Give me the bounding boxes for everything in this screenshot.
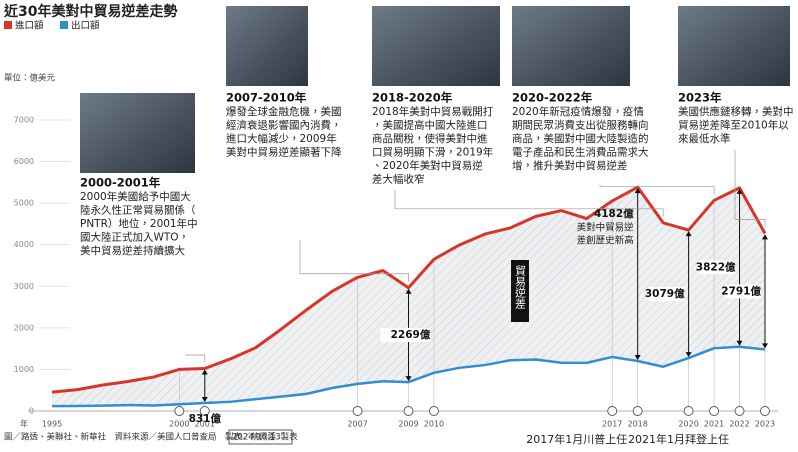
x-tick-label: 2023 bbox=[755, 420, 775, 429]
date-stamp: 2024.10.13製表 bbox=[232, 432, 298, 443]
leader-line bbox=[299, 240, 409, 282]
gap-label-bg bbox=[648, 287, 685, 302]
annotation-line: 電子產品和民生消費品需求大 bbox=[512, 146, 649, 159]
gap-label: 831億 bbox=[189, 412, 222, 425]
x-tick bbox=[709, 406, 720, 416]
series-line bbox=[51, 185, 767, 394]
gap-label: 3079億 bbox=[645, 287, 685, 300]
x-tick bbox=[429, 406, 439, 416]
unit-label: 單位：億美元 bbox=[4, 73, 56, 84]
gap-label: 2269億 bbox=[391, 328, 431, 341]
x-tick bbox=[199, 406, 210, 416]
annotation-line: 進口大幅減少，2009年 bbox=[226, 132, 337, 145]
x-tick bbox=[403, 406, 414, 416]
photo bbox=[226, 6, 308, 86]
gap-label-bg bbox=[699, 260, 736, 275]
x-tick-label: 2020 bbox=[678, 420, 698, 429]
annotation-line: 來最低水準 bbox=[678, 132, 731, 145]
gap-label-bg bbox=[725, 284, 761, 299]
annotation-line: 美國供應鏈移轉，美對中 bbox=[678, 105, 794, 118]
x-tick-label: 2001 bbox=[195, 420, 215, 429]
annotation-line: 2020年新冠疫情爆發，疫情 bbox=[512, 105, 644, 118]
annotation-line: 美對中貿易逆差顯著下降 bbox=[226, 146, 342, 159]
annotation-title: 2007-2010年 bbox=[226, 91, 307, 105]
y-tick-label: 3000 bbox=[14, 282, 34, 291]
x-tick-label: 2022 bbox=[729, 420, 749, 429]
x-tick-label: 2000 bbox=[169, 420, 189, 429]
x-tick bbox=[632, 406, 643, 416]
gap-label: 3822億 bbox=[696, 260, 736, 273]
annotation-line: 經濟衰退影響國內消費， bbox=[226, 119, 342, 132]
photo bbox=[372, 6, 500, 86]
legend-swatch bbox=[60, 21, 68, 29]
y-tick-label: 1000 bbox=[14, 365, 34, 374]
annotation-line: 、2020年美對中貿易逆 bbox=[372, 159, 483, 172]
annotation-title: 2023年 bbox=[678, 91, 722, 105]
leader-line bbox=[185, 354, 206, 363]
photos bbox=[80, 6, 790, 173]
legend-label: 出口額 bbox=[71, 20, 100, 32]
y-tick-label: 5000 bbox=[14, 199, 34, 208]
x-tick-label: 1995 bbox=[42, 420, 62, 429]
legend-label: 進口額 bbox=[15, 20, 44, 32]
x-tick bbox=[352, 406, 363, 416]
annotation-line: 貿易逆差降至2010年以 bbox=[678, 119, 789, 132]
annotation-line: 2018年美對中貿易戰開打 bbox=[372, 105, 494, 118]
y-tick-label: 7000 bbox=[14, 116, 34, 125]
annotation-line: 2000年美國給予中國大 bbox=[80, 190, 191, 203]
series-line bbox=[51, 345, 766, 408]
leader-line bbox=[394, 190, 664, 217]
x-tick-label: 2007 bbox=[347, 420, 367, 429]
legend-swatch bbox=[4, 21, 12, 29]
annotation-line: 商品，美國對中國大陸製造的 bbox=[512, 132, 649, 145]
date-box bbox=[228, 429, 293, 445]
annotation-line: 爆發全球金融危機，美國 bbox=[226, 105, 342, 118]
annotation-line: ，美國提高中國大陸進口 bbox=[372, 119, 488, 132]
photo bbox=[80, 93, 195, 173]
annotation-line: 美中貿易逆差持續擴大 bbox=[80, 244, 185, 257]
era-label: 2017年1月川普上任 bbox=[526, 432, 627, 446]
x-axis-label: 年 bbox=[20, 419, 28, 429]
annotation-line: 國大陸正式加入WTO， bbox=[80, 231, 189, 244]
annotation-line: 增，推升美對中貿易逆差 bbox=[512, 159, 628, 172]
annotation-title: 2000-2001年 bbox=[80, 176, 161, 190]
area-label-box bbox=[511, 260, 529, 322]
x-tick-label: 2018 bbox=[627, 420, 647, 429]
annotation-line: 商品關稅，使得美對中進 bbox=[372, 132, 488, 145]
x-tick-label: 2017 bbox=[602, 420, 622, 429]
x-tick bbox=[734, 406, 745, 416]
gap-note: 差創歷史新高 bbox=[577, 235, 634, 247]
x-tick-label: 2009 bbox=[398, 420, 418, 429]
annotation-line: 口貿易明顯下滑，2019年 bbox=[372, 146, 493, 159]
annotation-line: 差大幅收窄 bbox=[372, 173, 425, 186]
annotation-line: PNTR）地位，2001年中 bbox=[80, 217, 198, 230]
leader-line bbox=[734, 150, 766, 228]
era-label: 2021年1月拜登上任 bbox=[628, 432, 729, 446]
annotation-title: 2018-2020年 bbox=[372, 91, 453, 105]
gap-label: 2791億 bbox=[721, 284, 761, 297]
annotation-title: 2020-2022年 bbox=[512, 91, 593, 105]
x-tick bbox=[683, 406, 694, 416]
photo bbox=[678, 6, 790, 86]
annotation-line: 陸永久性正常貿易關係（ bbox=[80, 204, 196, 217]
y-tick-label: 4000 bbox=[14, 240, 34, 249]
annotation-line: 期間民眾消費支出從服務轉向 bbox=[512, 119, 649, 132]
area-label: 貿易逆差 bbox=[514, 265, 527, 310]
chart-title: 近30年美對中貿易逆差走勢 bbox=[3, 3, 177, 20]
gap-label-bg bbox=[390, 327, 431, 342]
x-tick-label: 2010 bbox=[424, 420, 444, 429]
photo bbox=[512, 6, 630, 86]
gap-label: 4182億 bbox=[594, 207, 634, 220]
x-tick bbox=[760, 406, 770, 416]
y-tick-label: 2000 bbox=[14, 323, 34, 332]
x-tick bbox=[607, 406, 618, 416]
source: 圖／路透、美聯社、新華社 資料來源／美國人口普查局 製表／蔡佩蓉 bbox=[4, 432, 277, 443]
x-tick bbox=[174, 406, 185, 416]
gap-note: 美對中貿易逆 bbox=[577, 222, 635, 234]
y-tick-label: 6000 bbox=[14, 157, 34, 166]
x-tick-label: 2021 bbox=[704, 420, 724, 429]
leader-line bbox=[599, 185, 715, 195]
